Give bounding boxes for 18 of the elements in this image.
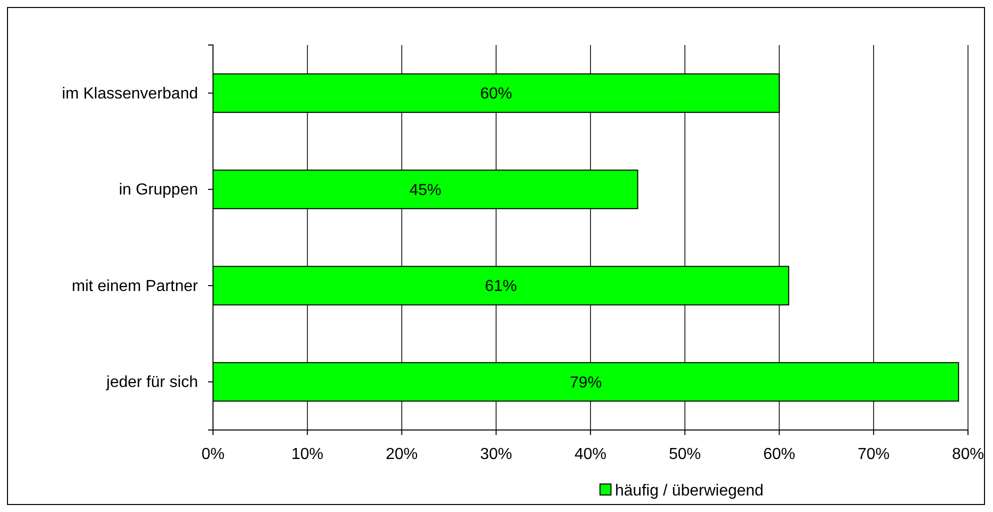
- x-tick-label: 30%: [480, 446, 512, 463]
- legend-label: häufig / überwiegend: [615, 482, 764, 500]
- x-tick-label: 10%: [291, 446, 324, 463]
- x-tick-label: 20%: [386, 446, 418, 463]
- y-tick-label: mit einem Partner: [72, 278, 199, 295]
- x-tick-label: 50%: [668, 446, 701, 463]
- y-tick-label: jeder für sich: [105, 374, 198, 391]
- x-tick-label: 60%: [763, 446, 796, 463]
- data-label: 45%: [409, 182, 442, 199]
- data-label: 61%: [484, 278, 517, 296]
- data-label: 60%: [480, 86, 512, 103]
- x-tick-label: 40%: [574, 446, 607, 463]
- x-tick-label: 70%: [858, 446, 890, 463]
- y-tick-label: im Klassenverband: [62, 85, 198, 102]
- data-label: 79%: [570, 374, 602, 392]
- x-tick-label: 80%: [952, 446, 984, 463]
- x-tick-label: 0%: [201, 446, 225, 463]
- y-tick-label: in Gruppen: [118, 181, 198, 198]
